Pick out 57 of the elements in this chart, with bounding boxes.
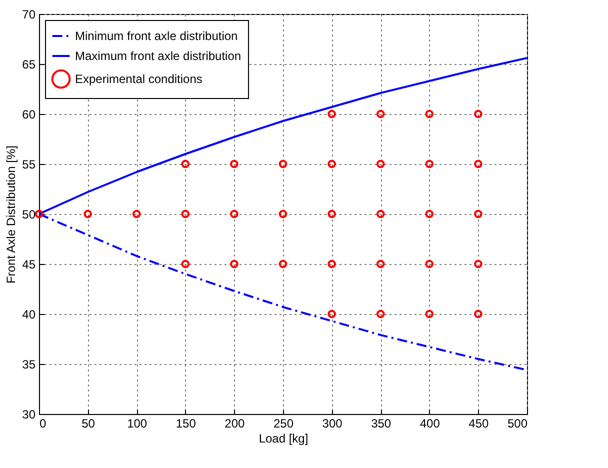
point bbox=[328, 110, 336, 118]
point bbox=[278, 210, 288, 218]
x-axis-title: Load [kg] bbox=[258, 432, 308, 446]
point bbox=[474, 210, 482, 218]
point bbox=[474, 260, 482, 268]
y-tick-label: 60 bbox=[22, 108, 36, 122]
point bbox=[474, 110, 482, 118]
point bbox=[278, 260, 288, 268]
point bbox=[474, 160, 482, 168]
x-tick-label: 500 bbox=[507, 416, 528, 430]
point bbox=[132, 210, 141, 218]
point bbox=[84, 210, 92, 218]
x-tick-label: 0 bbox=[40, 416, 46, 430]
point bbox=[376, 110, 385, 118]
point bbox=[328, 210, 336, 218]
point bbox=[34, 210, 44, 218]
point bbox=[425, 160, 434, 168]
y-tick-label: 45 bbox=[22, 258, 36, 272]
y-tick-label: 40 bbox=[22, 308, 36, 322]
x-tick-label: 300 bbox=[322, 416, 343, 430]
y-tick-label: 30 bbox=[22, 408, 36, 422]
point bbox=[425, 310, 434, 318]
legend-label: Experimental conditions bbox=[75, 72, 202, 86]
point bbox=[376, 260, 385, 268]
y-tick-label: 35 bbox=[22, 358, 36, 372]
x-tick-label: 200 bbox=[224, 416, 246, 430]
point bbox=[376, 160, 385, 168]
point bbox=[425, 210, 434, 218]
point bbox=[328, 260, 336, 268]
x-tick-label: 250 bbox=[273, 416, 294, 430]
point bbox=[230, 260, 238, 268]
point bbox=[474, 310, 482, 318]
x-tick-label: 450 bbox=[468, 416, 490, 430]
point bbox=[230, 210, 238, 218]
y-tick-label: 70 bbox=[22, 8, 36, 22]
y-tick-label: 50 bbox=[22, 208, 36, 222]
point bbox=[376, 210, 385, 218]
point bbox=[425, 110, 434, 118]
point bbox=[181, 210, 190, 218]
legend-label: Minimum front axle distribution bbox=[75, 29, 238, 43]
point bbox=[230, 160, 238, 168]
point bbox=[376, 310, 385, 318]
x-tick-label: 400 bbox=[420, 416, 440, 430]
point bbox=[425, 260, 434, 268]
y-tick-label: 55 bbox=[22, 158, 36, 172]
x-tick-label: 100 bbox=[127, 416, 148, 430]
point bbox=[181, 160, 190, 168]
legend-label: Maximum front axle distribution bbox=[75, 49, 242, 63]
y-tick-label: 65 bbox=[22, 58, 36, 72]
x-tick-label: 50 bbox=[82, 416, 96, 430]
point bbox=[328, 310, 336, 318]
y-axis-title: Front Axle Distribution [%] bbox=[4, 145, 18, 284]
point bbox=[181, 260, 190, 268]
point bbox=[328, 160, 336, 168]
point bbox=[278, 160, 288, 168]
x-tick-label: 350 bbox=[371, 416, 392, 430]
x-tick-label: 150 bbox=[176, 416, 196, 430]
